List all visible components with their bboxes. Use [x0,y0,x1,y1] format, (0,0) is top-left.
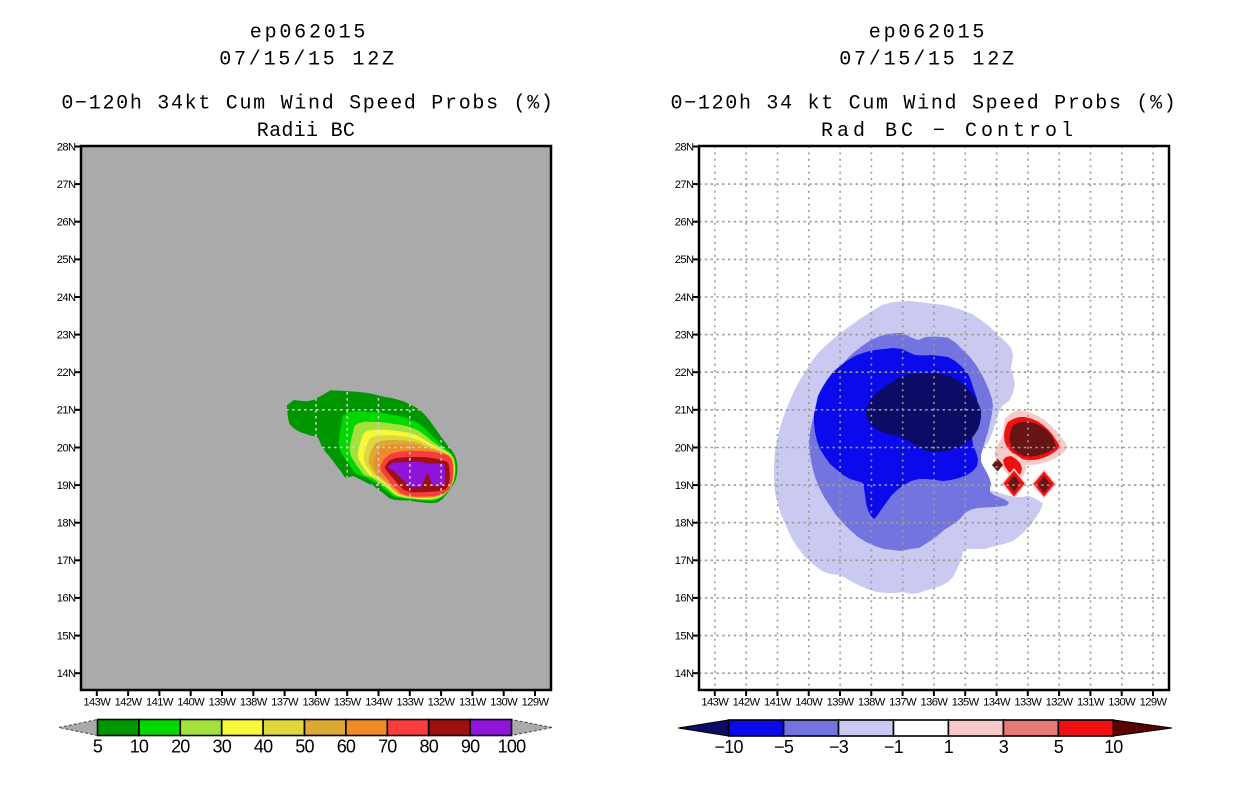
svg-text:27N: 27N [57,179,76,191]
svg-text:0−120h 34 kt Cum Wind Speed Pr: 0−120h 34 kt Cum Wind Speed Probs (%) [671,93,1178,116]
svg-text:136W: 136W [302,697,330,709]
svg-text:138W: 138W [240,697,268,709]
svg-text:18N: 18N [675,518,694,530]
svg-text:132W: 132W [428,697,456,709]
svg-text:23N: 23N [57,329,76,341]
svg-text:19N: 19N [57,480,76,492]
svg-text:50: 50 [295,737,314,757]
svg-text:20: 20 [171,737,190,757]
svg-text:138W: 138W [858,697,886,709]
svg-text:133W: 133W [396,697,424,709]
svg-text:Radii BC: Radii BC [257,120,355,143]
svg-text:16N: 16N [57,593,76,605]
svg-text:140W: 140W [795,697,823,709]
svg-text:132W: 132W [1046,697,1074,709]
svg-text:26N: 26N [57,217,76,229]
svg-text:25N: 25N [675,254,694,266]
svg-text:17N: 17N [675,555,694,567]
svg-text:143W: 143W [83,697,111,709]
svg-text:15N: 15N [675,630,694,642]
svg-text:143W: 143W [701,697,729,709]
svg-text:21N: 21N [675,405,694,417]
svg-text:136W: 136W [920,697,948,709]
svg-text:60: 60 [337,737,356,757]
svg-text:14N: 14N [675,668,694,680]
svg-text:30: 30 [212,737,231,757]
svg-text:137W: 137W [889,697,917,709]
svg-text:142W: 142W [733,697,761,709]
svg-text:131W: 131W [459,697,487,709]
svg-text:14N: 14N [57,668,76,680]
svg-text:139W: 139W [827,697,855,709]
svg-text:137W: 137W [271,697,299,709]
svg-text:26N: 26N [675,217,694,229]
svg-text:131W: 131W [1077,697,1105,709]
svg-text:28N: 28N [57,141,76,153]
svg-text:16N: 16N [675,593,694,605]
svg-text:22N: 22N [57,367,76,379]
svg-text:0−120h 34kt Cum Wind Speed Pro: 0−120h 34kt Cum Wind Speed Probs (%) [61,93,554,116]
svg-text:1: 1 [944,737,954,757]
svg-text:−3: −3 [829,737,849,757]
svg-text:24N: 24N [57,292,76,304]
svg-text:80: 80 [419,737,438,757]
svg-text:134W: 134W [983,697,1011,709]
svg-text:10: 10 [1104,737,1123,757]
svg-text:−5: −5 [774,737,794,757]
svg-text:−1: −1 [884,737,904,757]
svg-text:130W: 130W [1108,697,1136,709]
svg-text:5: 5 [93,737,103,757]
svg-text:15N: 15N [57,630,76,642]
svg-text:70: 70 [378,737,397,757]
svg-text:135W: 135W [952,697,980,709]
svg-text:141W: 141W [146,697,174,709]
svg-text:25N: 25N [57,254,76,266]
svg-text:20N: 20N [675,442,694,454]
svg-text:129W: 129W [1140,697,1168,709]
svg-text:07/15/15 12Z: 07/15/15 12Z [219,49,397,72]
svg-text:90: 90 [461,737,480,757]
svg-text:−10: −10 [715,737,744,757]
svg-text:23N: 23N [675,329,694,341]
svg-text:19N: 19N [675,480,694,492]
svg-text:20N: 20N [57,442,76,454]
svg-text:07/15/15 12Z: 07/15/15 12Z [839,49,1017,72]
svg-text:ep062015: ep062015 [869,22,987,45]
svg-text:135W: 135W [334,697,362,709]
svg-text:134W: 134W [365,697,393,709]
svg-text:Rad BC − Control: Rad BC − Control [821,120,1077,143]
svg-text:5: 5 [1054,737,1064,757]
svg-text:10: 10 [130,737,149,757]
svg-text:142W: 142W [115,697,143,709]
svg-text:40: 40 [254,737,273,757]
svg-text:24N: 24N [675,292,694,304]
svg-text:141W: 141W [764,697,792,709]
svg-text:139W: 139W [209,697,237,709]
svg-text:18N: 18N [57,518,76,530]
svg-text:27N: 27N [675,179,694,191]
svg-text:17N: 17N [57,555,76,567]
svg-text:140W: 140W [177,697,205,709]
svg-text:28N: 28N [675,141,694,153]
svg-text:130W: 130W [490,697,518,709]
svg-text:133W: 133W [1014,697,1042,709]
svg-text:129W: 129W [522,697,550,709]
svg-text:21N: 21N [57,405,76,417]
svg-text:3: 3 [999,737,1009,757]
svg-text:ep062015: ep062015 [250,22,368,45]
svg-text:100: 100 [498,737,526,757]
svg-text:22N: 22N [675,367,694,379]
